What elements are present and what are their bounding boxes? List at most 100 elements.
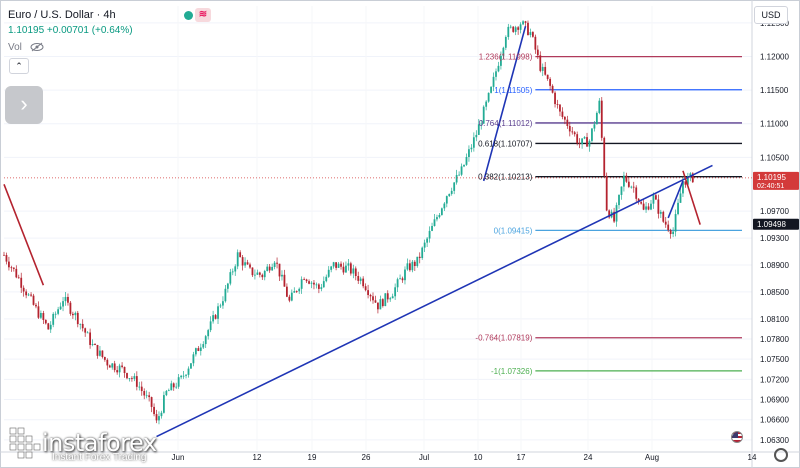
price-tick-label: 1.07500 [760,355,789,364]
candle-body [86,332,89,334]
candle-body [413,261,416,267]
candle-body [295,291,298,292]
candle-body [578,143,581,145]
candle [167,388,170,392]
candle [180,374,183,380]
candle [69,300,72,316]
candle-body [640,202,643,204]
candle-body [212,315,214,322]
gear-icon[interactable] [774,448,788,462]
candle-body [8,261,10,268]
candle [148,391,151,402]
candle [182,370,185,379]
candle [541,63,544,77]
candle-body [689,173,692,177]
candle [664,216,667,228]
candle [111,362,114,370]
candle-body [148,395,151,398]
candle-body [150,397,153,407]
trendline [667,180,684,219]
candle [426,236,429,247]
candle [384,293,387,307]
candle-body [362,278,365,287]
candle [231,268,234,276]
candle [413,260,416,271]
candle-body [386,293,389,300]
candle-body [37,306,40,318]
candle-body [84,328,87,333]
candle [175,382,178,389]
candle [10,265,13,272]
candle [477,119,480,135]
candle-body [340,263,342,267]
candle-body [448,193,451,197]
candle [357,271,360,284]
candle [404,266,406,285]
price-tick-label: 1.12000 [760,52,789,61]
candle-body [472,137,475,148]
candle [677,198,679,216]
candle [140,381,143,396]
time-tick-label: 12 [253,453,262,462]
fib-level-label: 0.618(1.10707) [478,139,533,148]
candle [369,293,372,302]
candle-body [15,268,18,278]
candle [288,294,291,303]
candle-body [367,290,369,296]
trendline [482,25,527,182]
candle [123,366,126,378]
candle-body [44,319,47,324]
price-tick-label: 1.11500 [760,86,789,95]
candle-body [76,312,79,325]
candle-body [337,263,340,268]
candle [482,105,485,124]
candle [281,270,283,281]
price-tick-label: 1.08900 [760,261,789,270]
candle-body [460,166,463,175]
candle-body [377,302,379,310]
scroll-right-button[interactable]: › [5,86,43,124]
candle-body [613,211,615,222]
candle-body [81,323,84,329]
candle-body [500,55,502,66]
candle-body [374,300,377,303]
symbol-title[interactable]: Euro / U.S. Dollar · 4h [8,9,116,21]
candle [131,376,133,382]
candle-body [450,190,453,194]
price-tick-label: 1.08500 [760,288,789,297]
candle [59,302,62,310]
candle-body [135,376,138,387]
candle [672,227,675,238]
candle-body [354,268,357,277]
candle [497,61,500,73]
candle [303,277,306,281]
price-tag-box [753,171,799,190]
candle [199,343,202,356]
collapse-legend-button[interactable]: ⌃ [9,58,29,74]
candle-body [436,217,438,220]
candle-body [615,205,618,222]
candle [25,289,28,299]
candle [502,46,505,60]
candle [224,284,227,303]
candle-body [650,203,652,210]
candle-body [79,323,82,325]
candle [20,272,23,294]
candle-body [163,395,165,413]
exchange-badge[interactable]: ≋ [195,8,211,22]
eye-slash-icon[interactable] [30,42,44,52]
candle-body [421,247,424,259]
candle-body [431,225,433,231]
price-axis: 1.125001.120001.115001.110001.105001.097… [751,0,789,468]
candle-body [672,231,675,235]
currency-selector[interactable]: USD [754,6,788,24]
candle [386,290,389,303]
candle [428,226,431,243]
price-tick-label: 1.09700 [760,207,789,216]
price-tick-label: 1.07200 [760,375,789,384]
candle-body [497,65,500,72]
candle-body [69,302,72,314]
candle-body [199,347,202,351]
